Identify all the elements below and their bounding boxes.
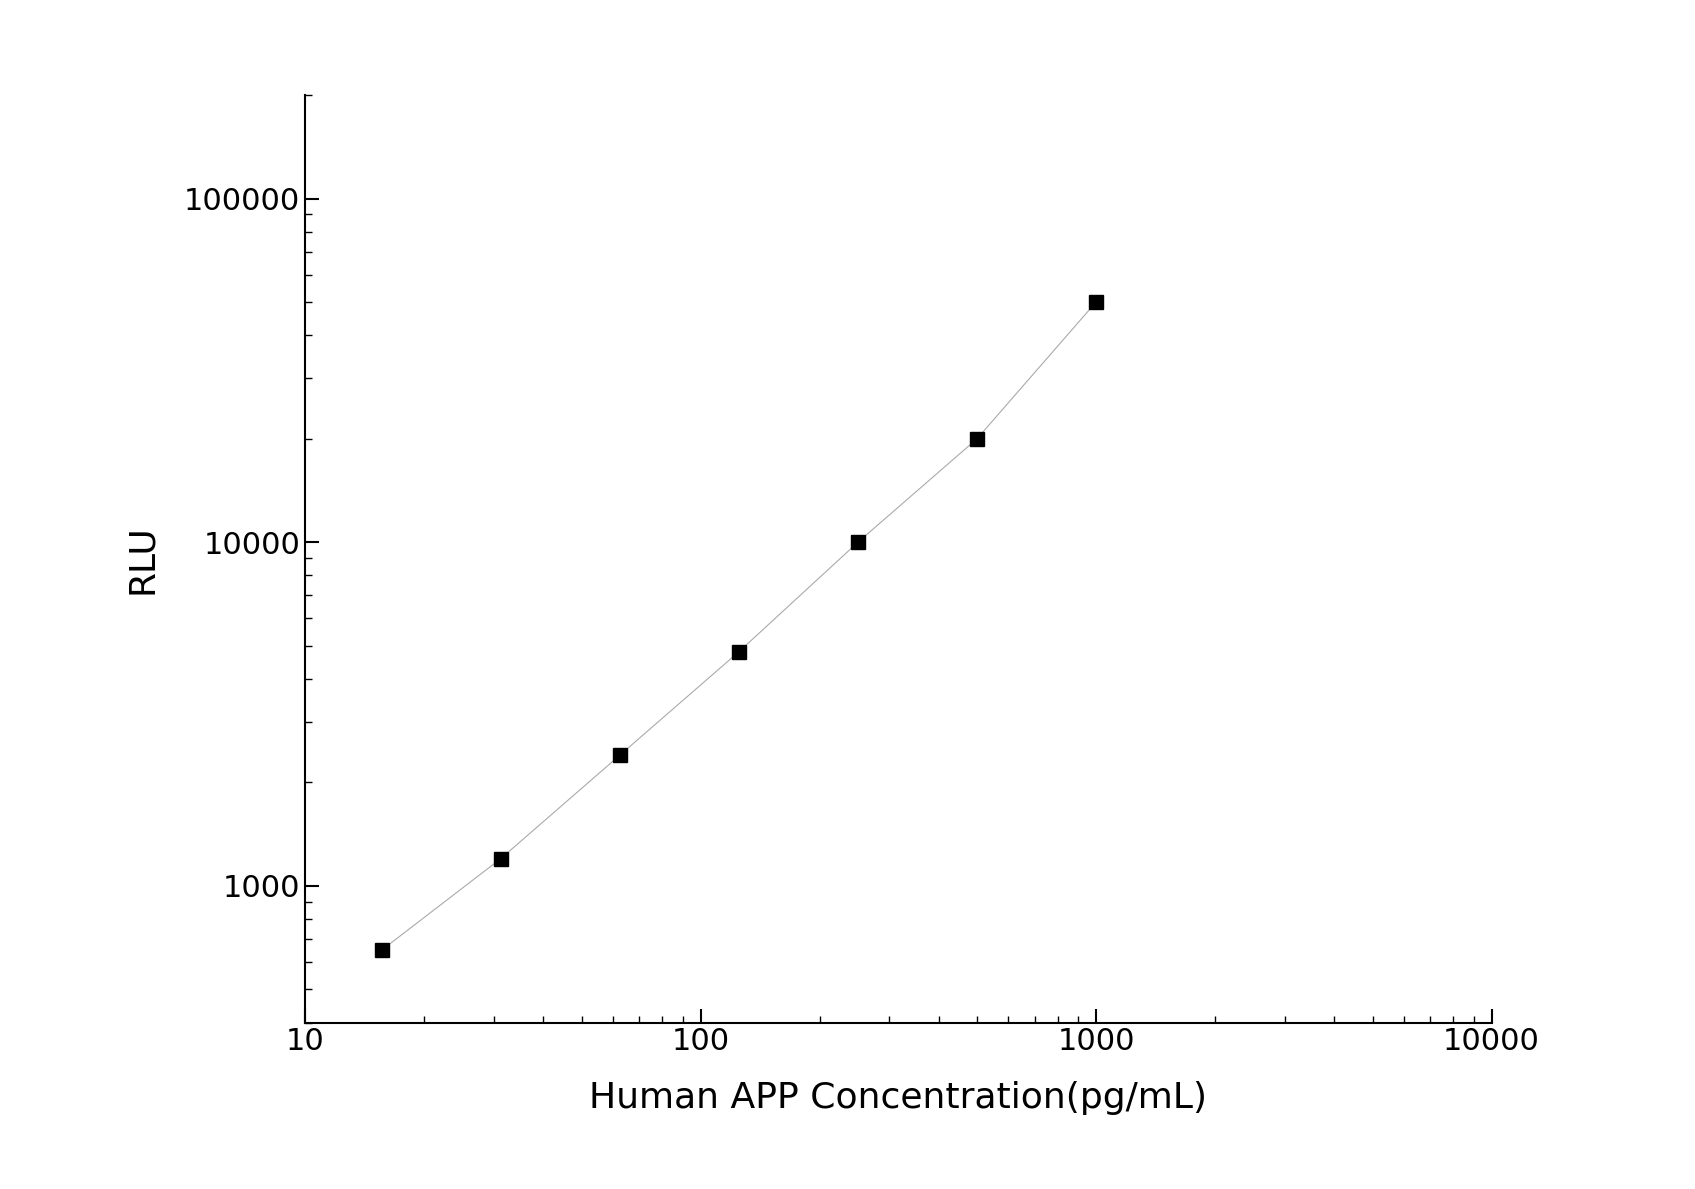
Y-axis label: RLU: RLU [125, 524, 159, 593]
X-axis label: Human APP Concentration(pg/mL): Human APP Concentration(pg/mL) [590, 1082, 1207, 1115]
